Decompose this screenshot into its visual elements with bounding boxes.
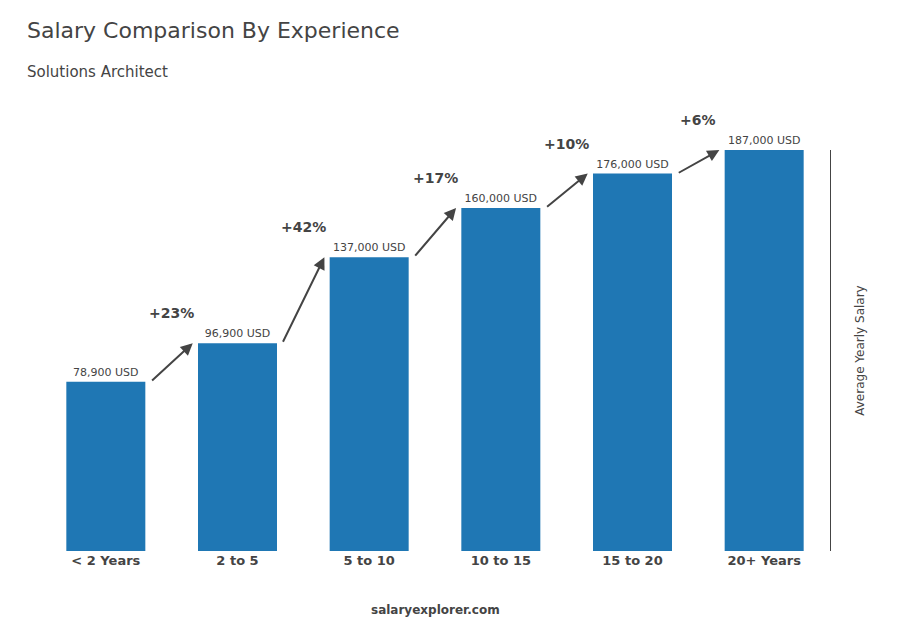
svg-text:< 2 Years: < 2 Years xyxy=(71,553,140,568)
svg-text:5 to 10: 5 to 10 xyxy=(343,553,394,568)
svg-text:10 to 15: 10 to 15 xyxy=(471,553,531,568)
svg-text:176,000 USD: 176,000 USD xyxy=(596,158,669,171)
svg-text:2 to 5: 2 to 5 xyxy=(216,553,258,568)
svg-text:+10%: +10% xyxy=(544,136,589,152)
svg-text:78,900 USD: 78,900 USD xyxy=(73,366,139,379)
svg-text:Salary Comparison By Experienc: Salary Comparison By Experience xyxy=(27,18,400,43)
svg-text:+6%: +6% xyxy=(680,112,716,128)
svg-text:salaryexplorer.com: salaryexplorer.com xyxy=(371,603,500,617)
svg-text:+17%: +17% xyxy=(413,170,458,186)
svg-text:137,000 USD: 137,000 USD xyxy=(333,241,406,254)
svg-text:20+ Years: 20+ Years xyxy=(727,553,801,568)
svg-text:+42%: +42% xyxy=(281,219,326,235)
svg-text:96,900 USD: 96,900 USD xyxy=(205,327,271,340)
svg-text:187,000 USD: 187,000 USD xyxy=(728,134,801,147)
svg-text:Solutions Architect: Solutions Architect xyxy=(27,63,168,81)
svg-text:160,000 USD: 160,000 USD xyxy=(465,192,537,205)
svg-text:15 to 20: 15 to 20 xyxy=(602,553,662,568)
svg-text:Average Yearly Salary: Average Yearly Salary xyxy=(853,285,867,415)
svg-text:+23%: +23% xyxy=(149,305,194,321)
